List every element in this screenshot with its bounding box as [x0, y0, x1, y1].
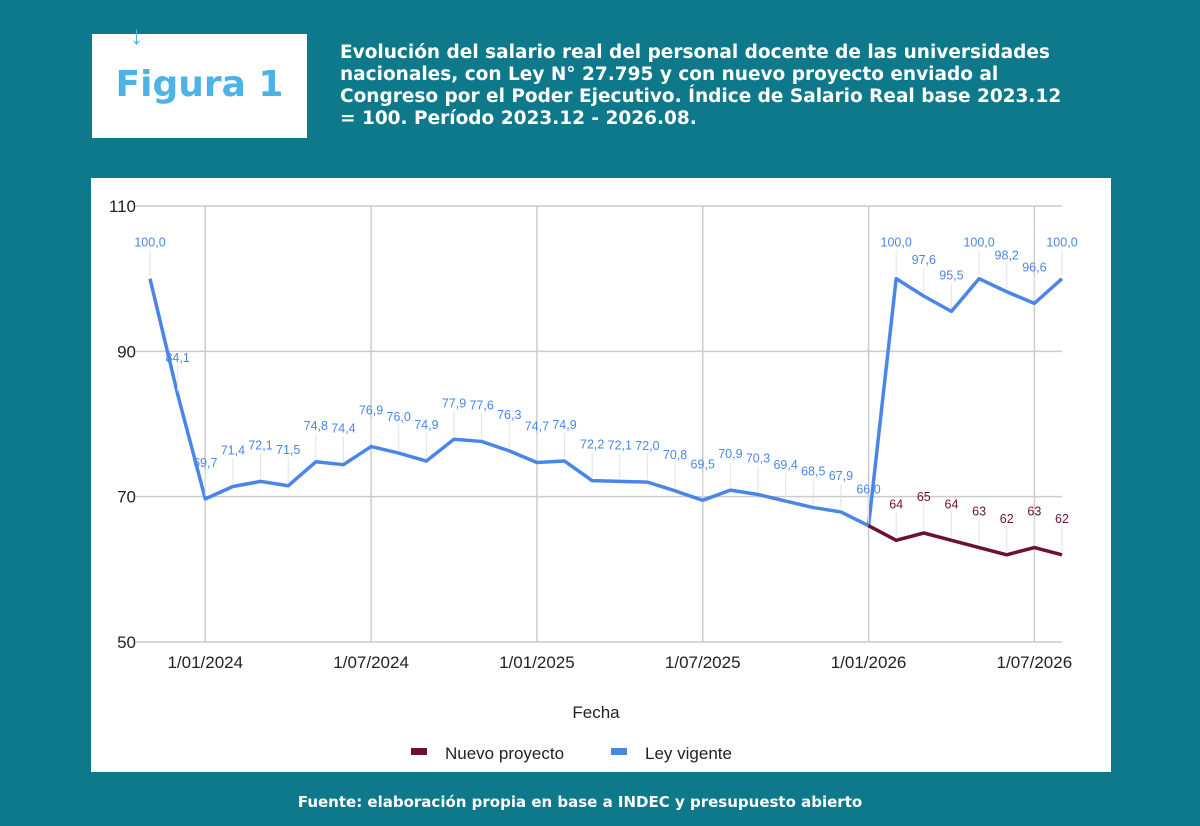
data-label: 96,6 — [1022, 260, 1046, 274]
data-label: 74,9 — [414, 418, 438, 432]
figure-label-box: Figura 1 — [92, 34, 307, 138]
data-label: 63 — [1027, 505, 1041, 519]
y-tick-label: 50 — [117, 633, 136, 652]
data-label: 100,0 — [1046, 236, 1077, 250]
figure-label: Figura 1 — [115, 64, 284, 105]
source-footer: Fuente: elaboración propia en base a IND… — [297, 793, 863, 811]
data-label: 76,9 — [359, 404, 383, 418]
data-label: 71,5 — [276, 443, 300, 457]
data-label: 62 — [1000, 512, 1014, 526]
y-tick-label: 110 — [109, 197, 136, 216]
legend-swatch — [411, 748, 427, 755]
series-line-ley-vigente — [148, 276, 1064, 528]
data-label: 98,2 — [995, 249, 1019, 263]
data-label: 72,1 — [608, 438, 632, 452]
data-label: 70,9 — [718, 447, 742, 461]
legend-label: Nuevo proyecto — [445, 744, 564, 763]
data-label: 64 — [889, 497, 903, 511]
data-label: 70,8 — [663, 448, 687, 462]
x-tick-label: 1/01/2026 — [831, 653, 907, 672]
chart-area: 50 70 90 110 1/01/2024 1/07/2024 1/01/2025 1/07… — [91, 178, 1111, 772]
data-label: 62 — [1055, 512, 1069, 526]
data-label: 69,4 — [773, 458, 797, 472]
data-label: 76,0 — [387, 410, 411, 424]
data-label: 74,7 — [525, 420, 549, 434]
data-label: 77,6 — [469, 398, 493, 412]
data-label: 71,4 — [221, 443, 245, 457]
data-label: 76,3 — [497, 408, 521, 422]
data-label: 74,9 — [552, 418, 576, 432]
data-label: 65 — [917, 490, 931, 504]
data-label: 100,0 — [881, 236, 912, 250]
y-tick-label: 70 — [117, 488, 136, 507]
data-label: 72,1 — [248, 438, 272, 452]
data-label: 68,5 — [801, 465, 825, 479]
line-chart: 50 70 90 110 1/01/2024 1/07/2024 1/01/2025 1/07… — [109, 197, 1078, 763]
x-tick-label: 1/07/2025 — [665, 653, 741, 672]
y-tick-label: 90 — [117, 342, 136, 361]
x-tick-label: 1/07/2024 — [333, 653, 409, 672]
data-label: 66,0 — [856, 483, 880, 497]
x-axis-title: Fecha — [572, 703, 620, 722]
data-label: 70,3 — [746, 451, 770, 465]
x-tick-label: 1/01/2025 — [499, 653, 575, 672]
data-label: 97,6 — [912, 253, 936, 267]
x-tick-label: 1/01/2024 — [167, 653, 243, 672]
data-label: 74,4 — [331, 422, 355, 436]
data-label: 100,0 — [963, 236, 994, 250]
data-label: 95,5 — [939, 268, 963, 282]
data-label: 77,9 — [442, 396, 466, 410]
data-label: 84,1 — [165, 351, 189, 365]
data-label: 63 — [972, 505, 986, 519]
data-label: 69,7 — [193, 456, 217, 470]
legend-swatch — [611, 748, 627, 755]
data-label: 72,2 — [580, 438, 604, 452]
series-line-nuevo-proyecto — [867, 524, 1063, 557]
data-label: 100,0 — [134, 236, 165, 250]
data-label: 67,9 — [829, 469, 853, 483]
legend-label: Ley vigente — [645, 744, 732, 763]
data-label: 72,0 — [635, 439, 659, 453]
x-tick-label: 1/07/2026 — [997, 653, 1073, 672]
data-label: 69,5 — [691, 457, 715, 471]
arrow-down-icon: ↓ — [130, 20, 143, 50]
chart-title: Evolución del salario real del personal … — [340, 42, 1062, 129]
data-label: 74,8 — [304, 419, 328, 433]
data-label: 64 — [945, 497, 959, 511]
